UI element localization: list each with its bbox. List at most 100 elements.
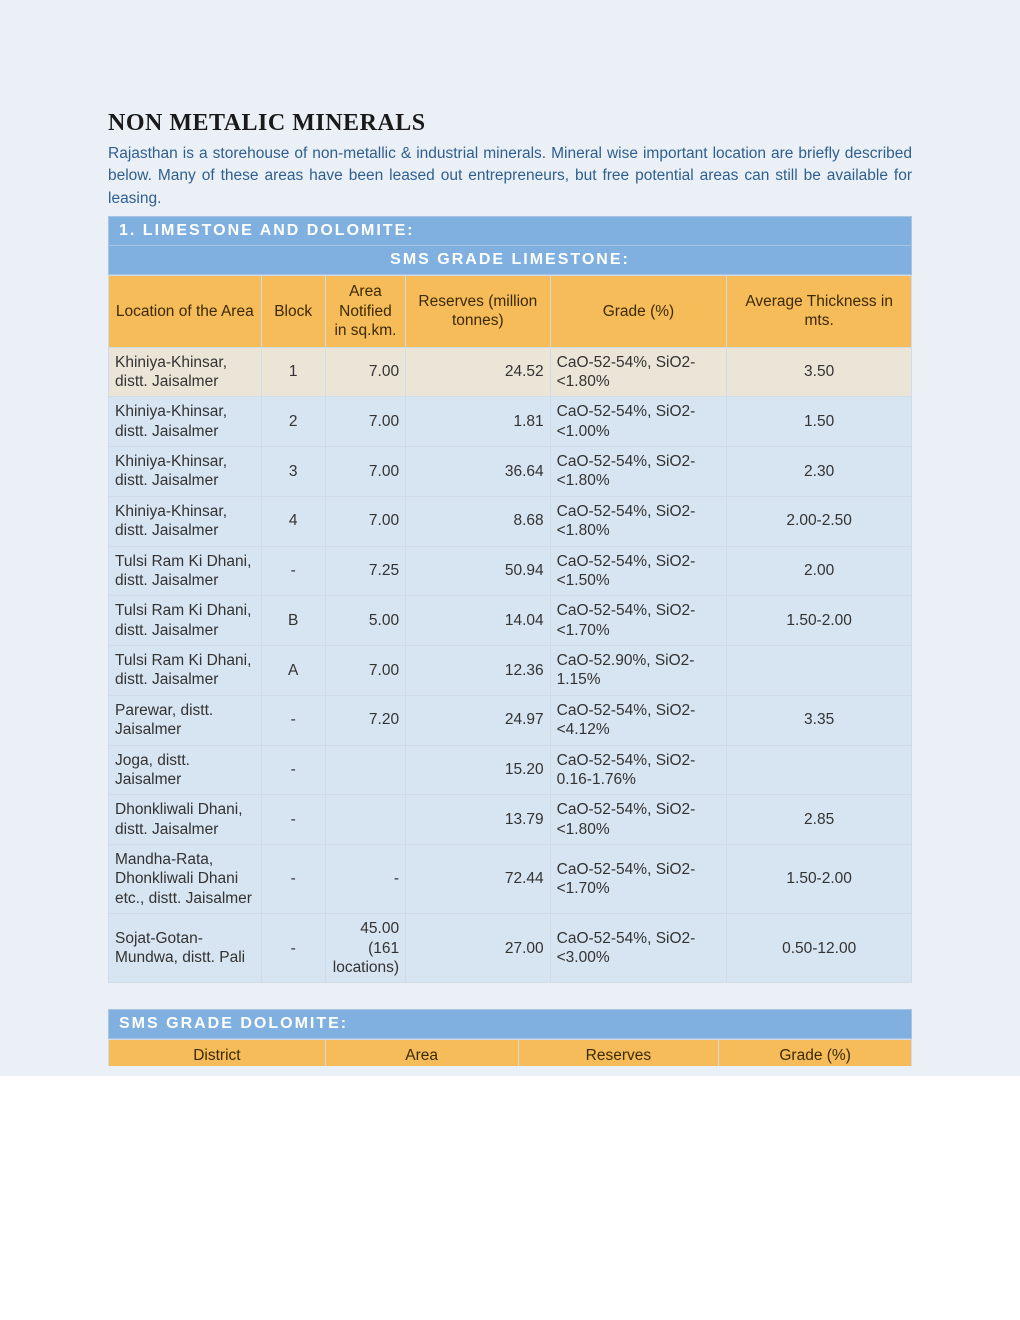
cell: CaO-52-54%, SiO2-<1.80% — [550, 447, 727, 497]
page-cutoff — [108, 1066, 912, 1076]
subsection-heading-sms-dolomite: SMS GRADE DOLOMITE: — [108, 1009, 912, 1039]
cell: 36.64 — [406, 447, 551, 497]
cell: 27.00 — [406, 914, 551, 983]
table-row: Tulsi Ram Ki Dhani, distt. Jaisalmer-7.2… — [109, 546, 912, 596]
table-header: District Area Reserves Grade (%) — [109, 1040, 912, 1066]
cell: A — [261, 646, 325, 696]
table-row: Tulsi Ram Ki Dhani, distt. JaisalmerB5.0… — [109, 596, 912, 646]
cell: 2 — [261, 397, 325, 447]
cell: Mandha-Rata, Dhonkliwali Dhani etc., dis… — [109, 845, 262, 914]
page-container: NON METALIC MINERALS Rajasthan is a stor… — [0, 0, 1020, 1076]
table-sms-limestone: Location of the Area Block Area Notified… — [108, 275, 912, 983]
cell: B — [261, 596, 325, 646]
cell: CaO-52-54%, SiO2-0.16-1.76% — [550, 745, 727, 795]
cell: Khiniya-Khinsar, distt. Jaisalmer — [109, 496, 262, 546]
cell: 7.25 — [325, 546, 405, 596]
cell: CaO-52-54%, SiO2-<1.80% — [550, 795, 727, 845]
table-row: Khiniya-Khinsar, distt. Jaisalmer17.0024… — [109, 347, 912, 397]
cell: Parewar, distt. Jaisalmer — [109, 695, 262, 745]
table-row: Tulsi Ram Ki Dhani, distt. JaisalmerA7.0… — [109, 646, 912, 696]
cell: 7.00 — [325, 397, 405, 447]
cell: 12.36 — [406, 646, 551, 696]
cell: CaO-52-54%, SiO2-<1.80% — [550, 347, 727, 397]
table-row: Khiniya-Khinsar, distt. Jaisalmer37.0036… — [109, 447, 912, 497]
cell: Khiniya-Khinsar, distt. Jaisalmer — [109, 447, 262, 497]
cell: 7.00 — [325, 347, 405, 397]
cell: 5.00 — [325, 596, 405, 646]
cell: 7.00 — [325, 646, 405, 696]
col-header-grade: Grade (%) — [550, 276, 727, 347]
col-header-thickness: Average Thickness in mts. — [727, 276, 912, 347]
cell: - — [261, 745, 325, 795]
cell: 50.94 — [406, 546, 551, 596]
cell: CaO-52-54%, SiO2-<1.70% — [550, 845, 727, 914]
section-heading-limestone-dolomite: 1. LIMESTONE AND DOLOMITE: — [108, 216, 912, 246]
cell — [727, 646, 912, 696]
cell: Tulsi Ram Ki Dhani, distt. Jaisalmer — [109, 646, 262, 696]
cell: - — [261, 695, 325, 745]
col-header-block: Block — [261, 276, 325, 347]
cell: CaO-52-54%, SiO2-<1.00% — [550, 397, 727, 447]
cell: Tulsi Ram Ki Dhani, distt. Jaisalmer — [109, 596, 262, 646]
table-row: Khiniya-Khinsar, distt. Jaisalmer47.008.… — [109, 496, 912, 546]
table-row: Khiniya-Khinsar, distt. Jaisalmer27.001.… — [109, 397, 912, 447]
cell — [727, 745, 912, 795]
table-row: Mandha-Rata, Dhonkliwali Dhani etc., dis… — [109, 845, 912, 914]
cell: - — [261, 546, 325, 596]
cell: 3 — [261, 447, 325, 497]
cell: Joga, distt. Jaisalmer — [109, 745, 262, 795]
cell: 1 — [261, 347, 325, 397]
cell: Dhonkliwali Dhani, distt. Jaisalmer — [109, 795, 262, 845]
cell: CaO-52-54%, SiO2-<3.00% — [550, 914, 727, 983]
cell: 1.81 — [406, 397, 551, 447]
col-header-district: District — [109, 1040, 326, 1066]
page-title: NON METALIC MINERALS — [108, 110, 912, 137]
cell: 7.20 — [325, 695, 405, 745]
cell: CaO-52-54%, SiO2-<1.80% — [550, 496, 727, 546]
cell: 7.00 — [325, 447, 405, 497]
table-header: Location of the Area Block Area Notified… — [109, 276, 912, 347]
table-body: Khiniya-Khinsar, distt. Jaisalmer17.0024… — [109, 347, 912, 983]
cell: 15.20 — [406, 745, 551, 795]
table-row: Joga, distt. Jaisalmer- 15.20CaO-52-54%, … — [109, 745, 912, 795]
cell: 1.50-2.00 — [727, 596, 912, 646]
table-sms-dolomite: District Area Reserves Grade (%) — [108, 1039, 912, 1065]
cell: 3.35 — [727, 695, 912, 745]
table-row: Parewar, distt. Jaisalmer-7.2024.97CaO-5… — [109, 695, 912, 745]
cell: - — [261, 845, 325, 914]
col-header-reserves: Reserves (million tonnes) — [406, 276, 551, 347]
cell: - — [325, 845, 405, 914]
cell — [325, 795, 405, 845]
cell: 2.00 — [727, 546, 912, 596]
cell: 72.44 — [406, 845, 551, 914]
cell: 2.30 — [727, 447, 912, 497]
cell: 13.79 — [406, 795, 551, 845]
cell: CaO-52-54%, SiO2-<1.50% — [550, 546, 727, 596]
subsection-heading-sms-limestone: SMS GRADE LIMESTONE: — [108, 246, 912, 275]
cell: 2.85 — [727, 795, 912, 845]
cell: Khiniya-Khinsar, distt. Jaisalmer — [109, 397, 262, 447]
cell: 8.68 — [406, 496, 551, 546]
cell: 24.52 — [406, 347, 551, 397]
col-header-location: Location of the Area — [109, 276, 262, 347]
cell: 1.50 — [727, 397, 912, 447]
cell: 4 — [261, 496, 325, 546]
cell: Tulsi Ram Ki Dhani, distt. Jaisalmer — [109, 546, 262, 596]
cell: CaO-52.90%, SiO2-1.15% — [550, 646, 727, 696]
col-header-area: Area Notified in sq.km. — [325, 276, 405, 347]
cell: 3.50 — [727, 347, 912, 397]
cell: 0.50-12.00 — [727, 914, 912, 983]
cell: - — [261, 914, 325, 983]
cell: 1.50-2.00 — [727, 845, 912, 914]
cell: 2.00-2.50 — [727, 496, 912, 546]
col-header-reserves: Reserves — [518, 1040, 719, 1066]
col-header-grade: Grade (%) — [719, 1040, 912, 1066]
cell: Khiniya-Khinsar, distt. Jaisalmer — [109, 347, 262, 397]
cell: CaO-52-54%, SiO2-<4.12% — [550, 695, 727, 745]
table-row: Sojat-Gotan-Mundwa, distt. Pali-45.00 (1… — [109, 914, 912, 983]
cell: 45.00 (161 locations) — [325, 914, 405, 983]
cell: 7.00 — [325, 496, 405, 546]
table-row: Dhonkliwali Dhani, distt. Jaisalmer- 13.7… — [109, 795, 912, 845]
cell: - — [261, 795, 325, 845]
cell: Sojat-Gotan-Mundwa, distt. Pali — [109, 914, 262, 983]
